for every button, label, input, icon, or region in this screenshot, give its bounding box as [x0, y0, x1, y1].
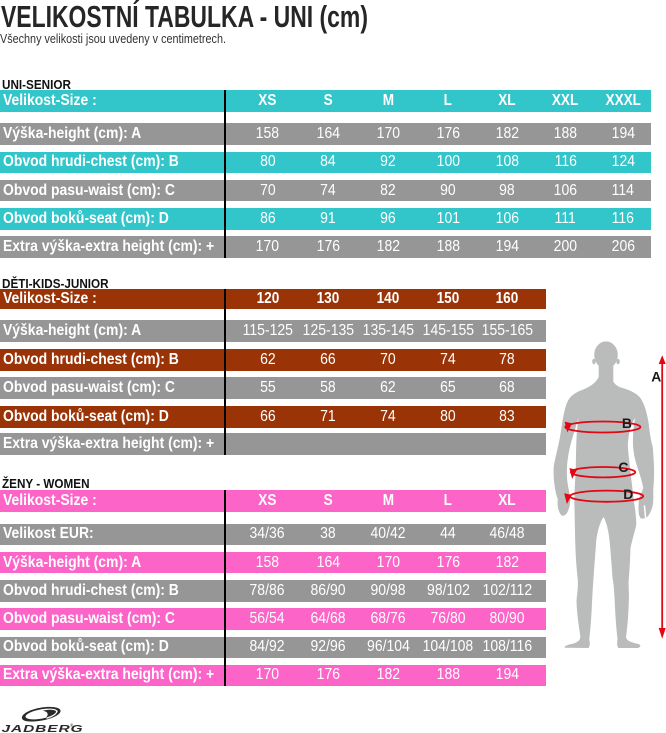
- svg-text:B: B: [622, 415, 632, 431]
- svg-text:JADBERG: JADBERG: [2, 724, 84, 733]
- svg-text:C: C: [618, 459, 628, 475]
- svg-text:®: ®: [70, 722, 74, 728]
- svg-text:D: D: [623, 486, 633, 502]
- svg-text:A: A: [651, 369, 661, 385]
